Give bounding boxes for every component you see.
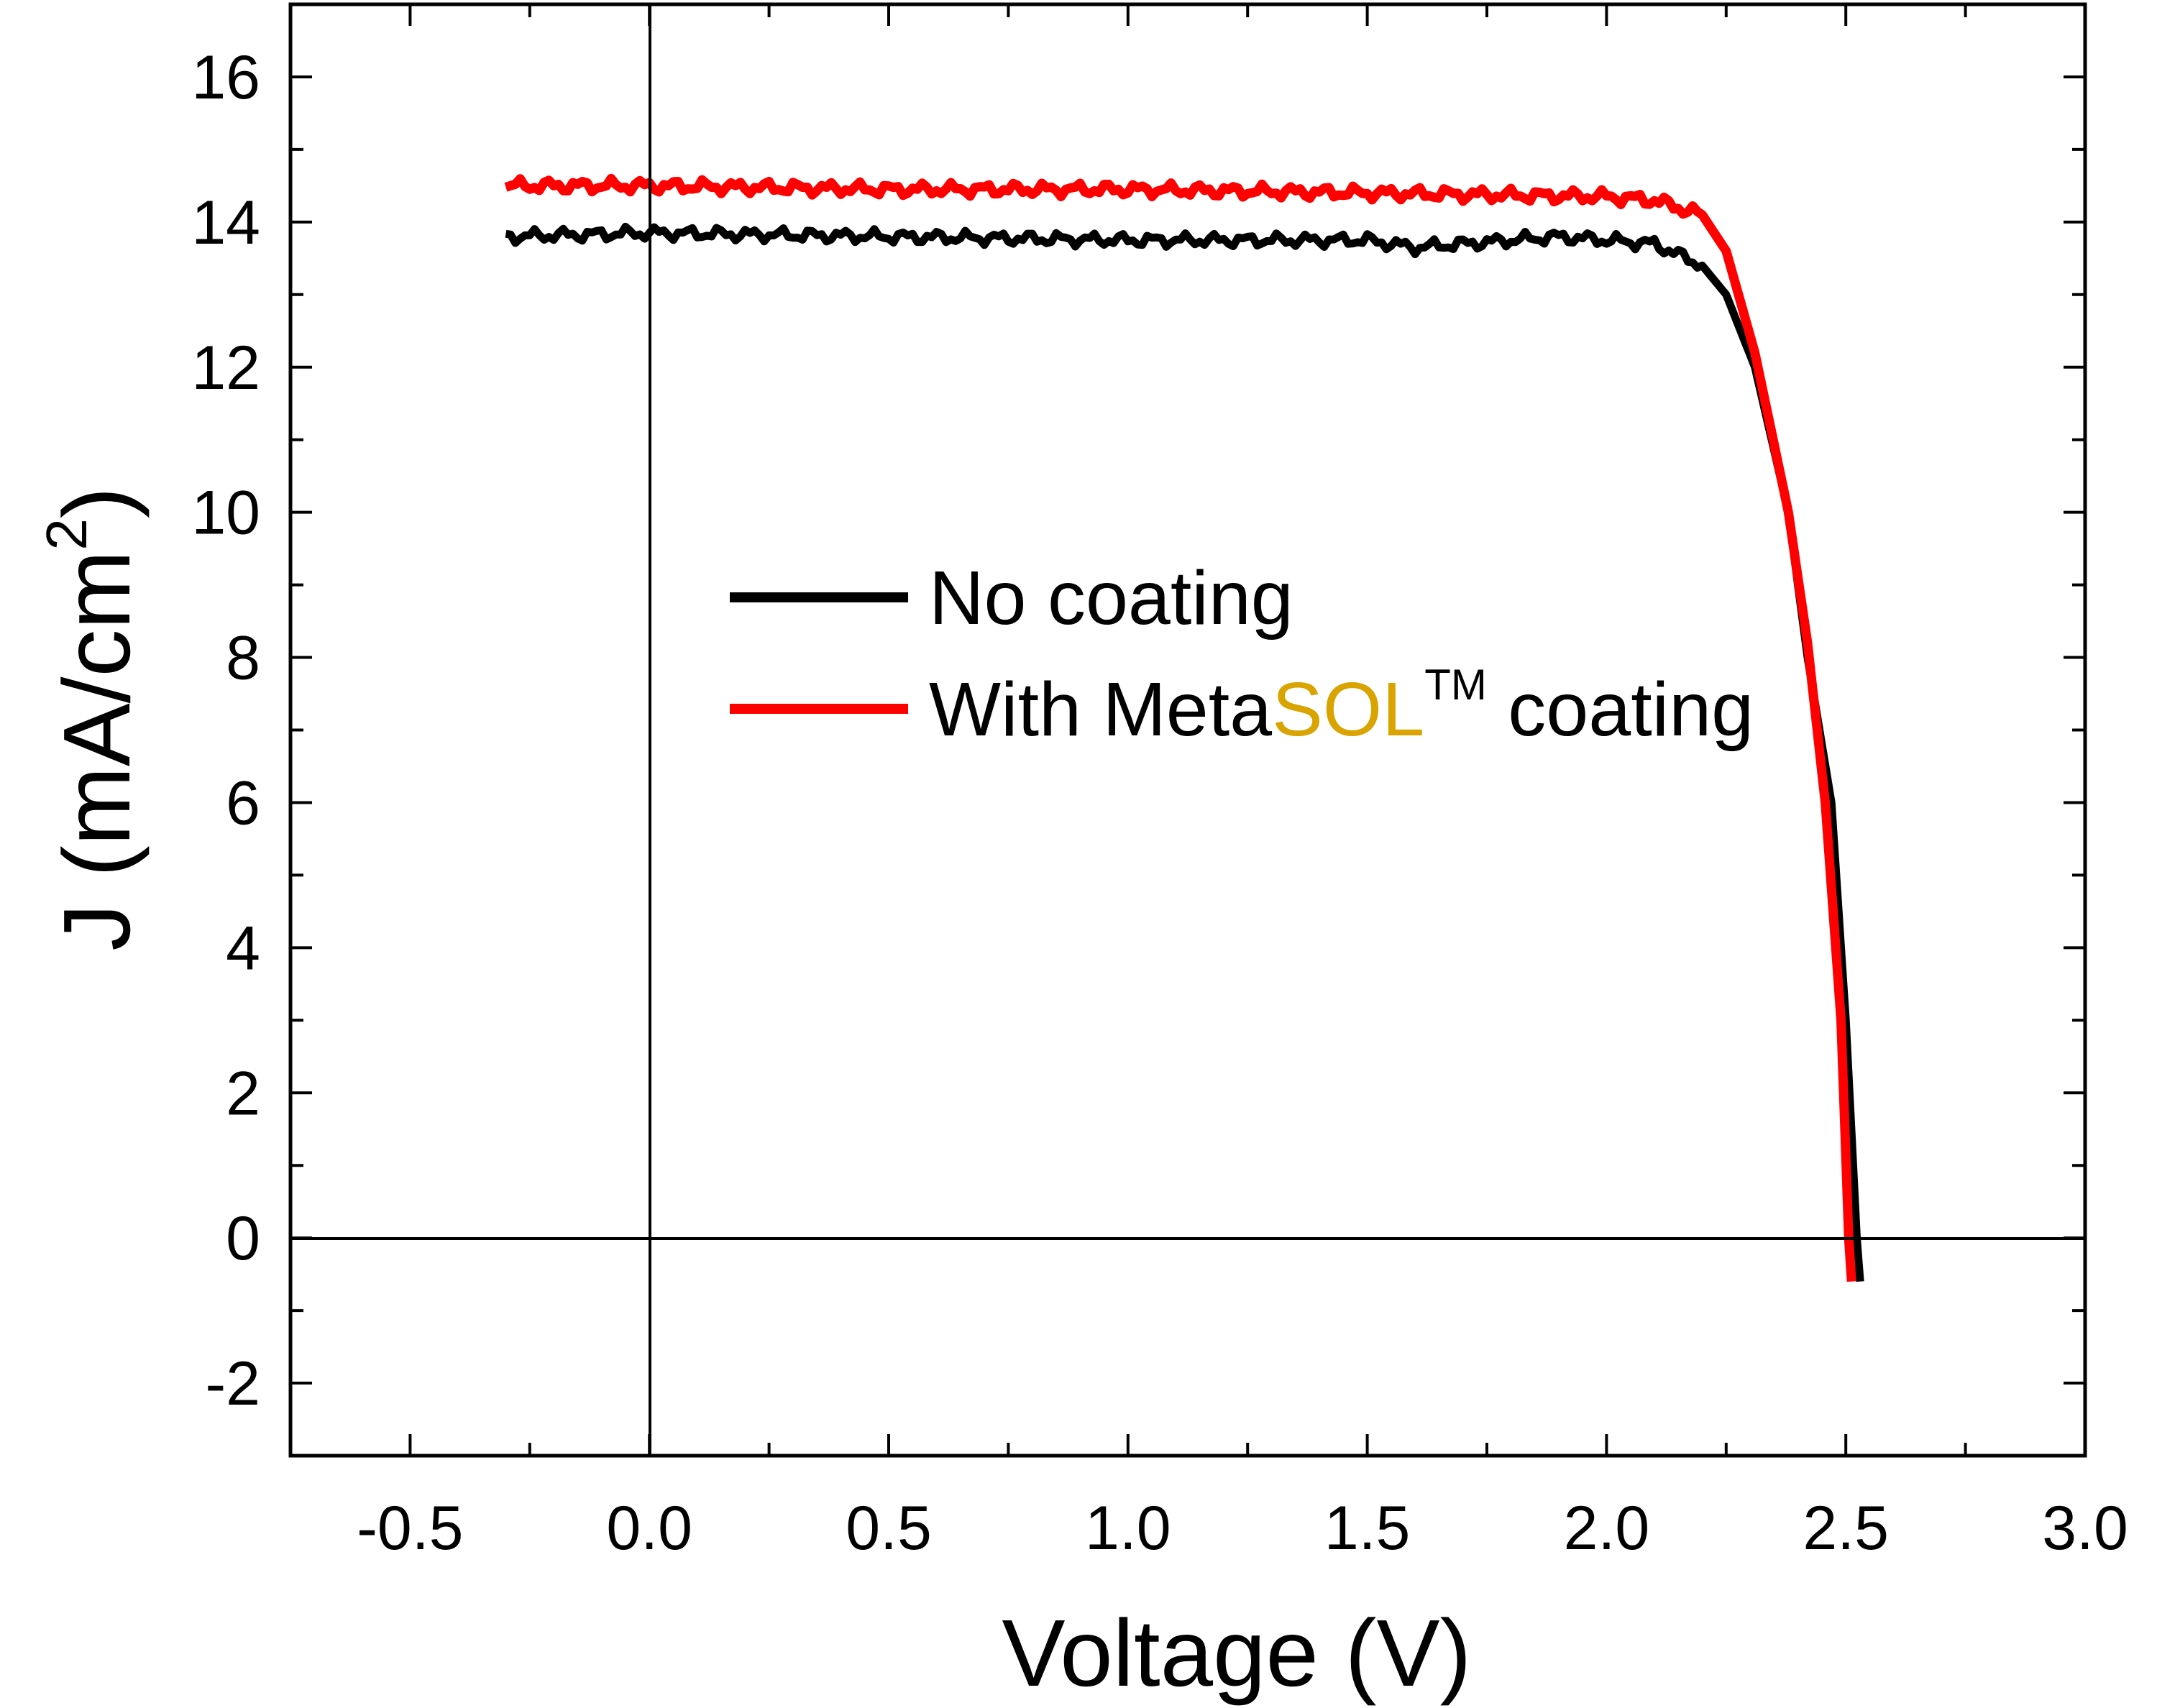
y-tick-label: 6 (226, 768, 260, 837)
tick-labels: -0.5 0.0 0.5 1.0 1.5 2.0 2.5 3.0 -2 0 2 4 6 8 10 12 14 16 (191, 43, 2128, 1563)
curves (504, 173, 1864, 1282)
plot-frame (288, 2, 2087, 1458)
y-tick-label: 2 (226, 1059, 260, 1128)
x-tick-label: 1.0 (1085, 1494, 1171, 1563)
x-tick-label: 1.5 (1324, 1494, 1411, 1563)
y-axis-label: J (mA/cm2) (35, 487, 150, 951)
legend: No coating With MetaSOLTM coating (730, 556, 1754, 752)
y-tick-label: 0 (226, 1204, 260, 1273)
y-tick-label: 14 (191, 188, 260, 257)
y-tick-label: 10 (191, 479, 260, 548)
x-tick-label: -0.5 (357, 1494, 463, 1563)
y-tick-label: 12 (191, 334, 260, 403)
x-axis-label: Voltage (V) (1002, 1600, 1471, 1706)
legend-label-metasol: With MetaSOLTM coating (929, 661, 1754, 752)
x-tick-label: 3.0 (2042, 1494, 2128, 1563)
x-tick-label: 2.0 (1564, 1494, 1650, 1563)
series-line-metasol (504, 173, 1856, 1282)
y-tick-label: 8 (226, 624, 260, 693)
x-tick-label: 0.0 (606, 1494, 692, 1563)
x-tick-label: 2.5 (1803, 1494, 1889, 1563)
series-line-no-coating (505, 222, 1864, 1282)
y-tick-label: 4 (226, 914, 260, 983)
x-tick-label: 0.5 (846, 1494, 932, 1563)
legend-label-no-coating: No coating (929, 556, 1293, 640)
y-tick-label: -2 (206, 1349, 260, 1418)
y-tick-label: 16 (191, 43, 260, 112)
